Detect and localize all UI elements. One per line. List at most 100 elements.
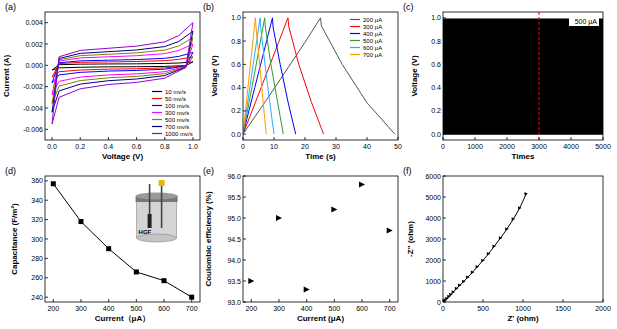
legend-label: 500 mv/s (165, 117, 189, 123)
data-point (359, 181, 365, 187)
x-tick-label: 200 (47, 305, 59, 312)
y-tick (443, 176, 446, 177)
legend: 200 μA300 μA400 μA500 μA600 μA700 μA (350, 17, 382, 58)
data-point (134, 269, 139, 274)
y-tick (45, 22, 48, 23)
y-axis-label: Current (A) (2, 55, 11, 98)
x-tick-label: 5000 (595, 143, 611, 150)
x-tick (136, 137, 137, 140)
data-point (505, 227, 509, 231)
data-point (452, 290, 456, 294)
x-tick-label: 300 (273, 305, 285, 312)
y-tick (45, 129, 48, 130)
x-axis-label: Times (512, 152, 536, 161)
legend-swatch (152, 91, 162, 92)
x-tick-label: 400 (301, 305, 313, 312)
y-tick (443, 134, 446, 135)
x-tick (362, 299, 363, 302)
y-tick (243, 281, 246, 282)
x-tick-label: 2000 (499, 143, 515, 150)
y-tick-label: 0.4 (431, 84, 441, 91)
y-tick-label: 96.0 (227, 173, 241, 180)
x-tick-label: 0 (441, 143, 445, 150)
series-line (243, 18, 274, 134)
data-point (487, 252, 491, 256)
y-tick-label: 0.0 (431, 131, 441, 138)
y-tick-label: 0.4 (231, 84, 241, 91)
panel-label: (b) (203, 2, 214, 12)
panel: (b)010203040500.00.20.40.60.81.0Time (s)… (203, 2, 402, 161)
y-tick (243, 176, 246, 177)
panel-label: (a) (5, 2, 16, 12)
y-tick-label: 94.0 (227, 257, 241, 264)
y-tick-label: -0.004 (23, 105, 43, 112)
legend-label: 600 μA (363, 45, 382, 51)
x-tick-label: 300 (75, 305, 87, 312)
y-tick-label: 360 (31, 177, 43, 184)
y-tick-label: 0.8 (431, 38, 441, 45)
x-tick (52, 137, 53, 140)
y-axis-label: Voltage (V) (410, 55, 419, 97)
x-tick-label: 0.8 (160, 143, 170, 150)
data-point (387, 228, 393, 234)
legend-swatch (350, 40, 360, 41)
data-point (78, 219, 83, 224)
y-tick-label: 0 (437, 299, 441, 306)
x-tick (603, 299, 604, 302)
x-tick-label: 0.0 (47, 143, 57, 150)
x-tick (443, 299, 444, 302)
panel-label: (f) (403, 166, 412, 176)
y-tick (45, 239, 48, 240)
x-tick-label: 40 (363, 143, 371, 150)
y-tick (45, 65, 48, 66)
y-tick (443, 64, 446, 65)
x-axis-label: Voltage (V) (102, 152, 144, 161)
legend-swatch (350, 54, 360, 55)
x-tick-label: 0.2 (75, 143, 85, 150)
y-tick-label: 93.0 (227, 299, 241, 306)
legend-label: 300 mv/s (165, 110, 189, 116)
cell-body (137, 200, 177, 238)
x-tick (278, 299, 279, 302)
legend-swatch (152, 98, 162, 99)
y-tick (443, 239, 446, 240)
series-line (243, 18, 324, 134)
data-point (455, 287, 459, 291)
legend-label: 400 μA (363, 31, 382, 37)
cell-bottom (137, 234, 177, 242)
x-tick (398, 137, 399, 140)
y-tick-label: 95.0 (227, 215, 241, 222)
panel-label: (d) (5, 166, 16, 176)
legend-swatch (152, 133, 162, 134)
data-point (106, 246, 111, 251)
plot-area (248, 181, 392, 292)
legend-swatch (152, 119, 162, 120)
y-tick-label: 4000 (425, 215, 441, 222)
y-tick (45, 200, 48, 201)
series-line (243, 18, 266, 134)
y-tick-label: 0.6 (231, 61, 241, 68)
y-tick (243, 197, 246, 198)
x-tick-label: 500 (328, 305, 340, 312)
x-tick (108, 137, 109, 140)
y-tick (443, 218, 446, 219)
legend-label: 200 μA (363, 17, 382, 23)
x-tick-label: 30 (332, 143, 340, 150)
panel-label: (c) (403, 2, 414, 12)
electrode (161, 182, 163, 228)
plot-area (443, 12, 603, 140)
series-line (443, 194, 526, 302)
y-tick-label: 340 (31, 197, 43, 204)
x-tick-label: 20 (301, 143, 309, 150)
x-tick (443, 137, 444, 140)
y-tick (443, 281, 446, 282)
panel: (c)0100020003000400050000.00.20.40.60.81… (403, 2, 611, 161)
legend-label: 300 μA (363, 24, 382, 30)
x-tick (367, 137, 368, 140)
data-point (481, 259, 485, 263)
y-tick (243, 260, 246, 261)
y-tick-label: -0.002 (23, 83, 43, 90)
y-tick (243, 134, 246, 135)
x-tick-label: 200 (245, 305, 257, 312)
x-tick (164, 299, 165, 302)
